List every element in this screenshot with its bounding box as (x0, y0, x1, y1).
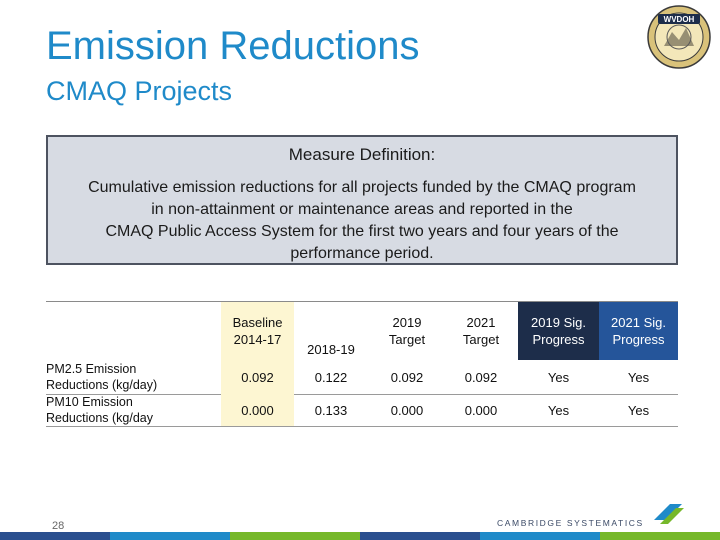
measure-definition-box: Measure Definition: Cumulative emission … (46, 135, 678, 265)
page-number: 28 (52, 520, 65, 532)
definition-heading: Measure Definition: (288, 145, 436, 164)
footer-bar-segment (360, 532, 480, 540)
header-line: Target (462, 332, 500, 347)
brand-name: CAMBRIDGE SYSTEMATICS (497, 518, 644, 528)
page-title: Emission Reductions (46, 24, 420, 68)
header-line: 2019 (392, 315, 422, 330)
definition-line: Cumulative emission reductions for all p… (88, 179, 636, 196)
table-cell: Yes (547, 369, 570, 385)
footer-bar-segment (230, 532, 360, 540)
table-cell: 0.092 (390, 369, 424, 385)
header-line: Target (388, 332, 426, 347)
wvdoh-logo: WVDOH (647, 5, 711, 69)
table-cell: 0.133 (314, 402, 348, 418)
row-label-line: Reductions (kg/day (46, 411, 154, 425)
header-line: 2018-19 (307, 342, 355, 357)
table-cell: 0.092 (221, 360, 294, 394)
logo-text: WVDOH (664, 15, 695, 24)
header-line: 2021 Sig. (611, 315, 666, 330)
definition-line: in non-attainment or maintenance areas a… (151, 201, 573, 218)
definition-line: CMAQ Public Access System for the first … (105, 223, 619, 240)
column-header-2018-19: 2018-19 (294, 302, 368, 360)
header-line: 2019 Sig. (531, 315, 586, 330)
footer-bar-segment (480, 532, 600, 540)
table-cell: 0.092 (464, 369, 498, 385)
header-line: Progress (532, 332, 585, 347)
header-line: Progress (612, 332, 665, 347)
column-header-2019-target: 2019 Target (370, 302, 444, 360)
row-label-line: PM2.5 Emission (46, 362, 137, 376)
table-cell: Yes (547, 402, 570, 418)
row-label-line: Reductions (kg/day) (46, 378, 158, 392)
table-cell: 0.122 (314, 369, 348, 385)
row-divider (46, 394, 678, 395)
column-header-2021-sig-progress: 2021 Sig. Progress (599, 302, 678, 360)
table-top-border (46, 301, 678, 302)
table-cell: 0.000 (221, 394, 294, 426)
header-line: Baseline (232, 315, 283, 330)
header-line: 2014-17 (233, 332, 282, 347)
definition-line: performance period. (290, 245, 434, 262)
table-cell: Yes (627, 402, 650, 418)
column-header-2021-target: 2021 Target (444, 302, 518, 360)
column-header-2019-sig-progress: 2019 Sig. Progress (518, 302, 599, 360)
footer-bar-segment (110, 532, 230, 540)
footer-bar-segment (600, 532, 720, 540)
table-bottom-border (46, 426, 678, 427)
table-cell: Yes (627, 369, 650, 385)
page-subtitle: CMAQ Projects (46, 76, 233, 106)
cambridge-systematics-logo-icon (654, 504, 684, 524)
row-label-pm25: PM2.5 Emission Reductions (kg/day) (46, 361, 157, 393)
definition-text: Cumulative emission reductions for all p… (48, 177, 676, 265)
footer-bar-segment (0, 532, 110, 540)
table-cell: 0.000 (464, 402, 498, 418)
column-header-baseline: Baseline 2014-17 (221, 302, 294, 360)
row-label-pm10: PM10 Emission Reductions (kg/day (46, 394, 153, 426)
header-line: 2021 (466, 315, 496, 330)
footer-color-bar (0, 532, 720, 540)
table-cell: 0.000 (390, 402, 424, 418)
row-label-line: PM10 Emission (46, 395, 133, 409)
